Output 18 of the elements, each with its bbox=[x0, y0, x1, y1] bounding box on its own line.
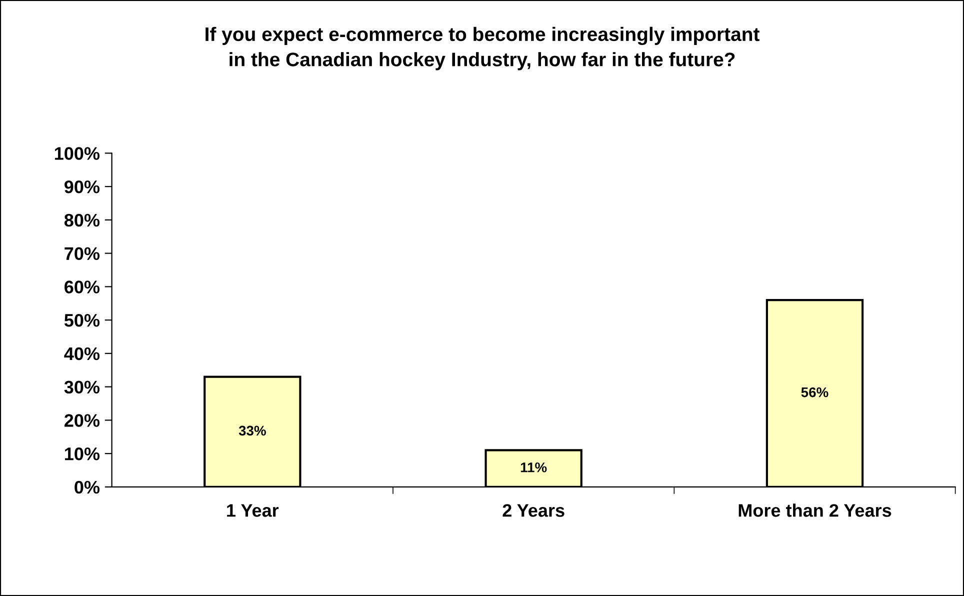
y-tick-label: 100% bbox=[54, 147, 100, 160]
data-label: 56% bbox=[801, 387, 828, 398]
x-tick-label: 2 Years bbox=[502, 504, 564, 517]
y-tick-label: 40% bbox=[64, 347, 100, 360]
y-tick-label: 0% bbox=[74, 480, 100, 494]
y-tick-label: 90% bbox=[64, 180, 100, 194]
y-tick-label: 60% bbox=[64, 280, 100, 294]
chart-title: If you expect e-commerce to become increasingly important in the Canadian hockey Industry, how far in the future? bbox=[206, 26, 760, 70]
y-tick-label: 20% bbox=[64, 414, 100, 427]
y-tick-label: 30% bbox=[64, 380, 100, 394]
data-label: 33% bbox=[238, 426, 266, 436]
y-tick-label: 70% bbox=[64, 247, 100, 260]
y-tick-label: 10% bbox=[65, 447, 100, 460]
y-tick-label: 80% bbox=[64, 214, 100, 227]
y-tick-label: 50% bbox=[64, 314, 100, 327]
x-tick-label: More than 2 Years bbox=[738, 504, 892, 517]
x-tick-label: 1 Year bbox=[227, 504, 279, 517]
data-label: 11% bbox=[520, 462, 547, 472]
